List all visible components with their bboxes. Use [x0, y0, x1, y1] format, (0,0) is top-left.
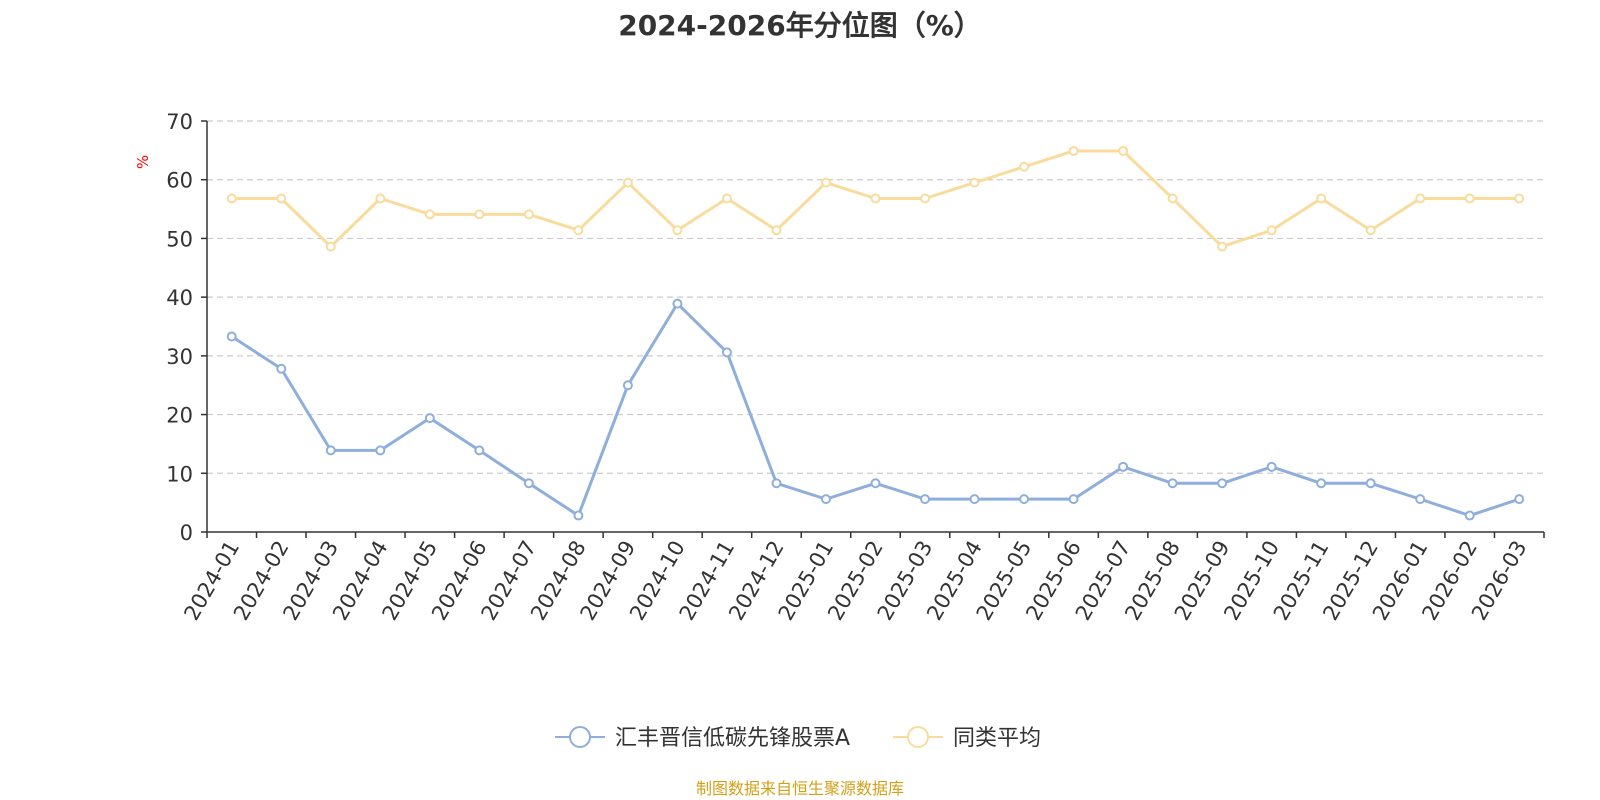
data-point — [1514, 494, 1525, 505]
data-point — [226, 331, 237, 342]
data-point — [375, 193, 386, 204]
y-tick-label: 50 — [166, 227, 193, 251]
data-point — [721, 347, 732, 358]
legend-swatch-marker — [907, 726, 929, 748]
data-point — [424, 413, 435, 424]
y-tick-label: 30 — [166, 345, 193, 369]
data-point — [1019, 494, 1030, 505]
data-point — [672, 298, 683, 309]
data-point — [969, 494, 980, 505]
legend-item: 同类平均 — [893, 726, 1041, 751]
y-axis-unit: % — [134, 155, 152, 169]
data-point — [969, 177, 980, 188]
data-point — [1167, 193, 1178, 204]
data-point — [820, 177, 831, 188]
data-point — [820, 494, 831, 505]
data-point — [1118, 461, 1129, 472]
data-point — [1217, 478, 1228, 489]
data-point — [771, 478, 782, 489]
series-lines — [226, 145, 1525, 521]
data-point — [573, 225, 584, 236]
grid-lines — [207, 120, 1544, 474]
data-point — [276, 363, 287, 374]
data-point — [721, 193, 732, 204]
data-point — [573, 510, 584, 521]
data-point — [870, 193, 881, 204]
y-tick-label: 10 — [166, 462, 193, 486]
legend-item: 汇丰晋信低碳先锋股票A — [555, 726, 850, 751]
data-point — [474, 445, 485, 456]
data-point — [1316, 478, 1327, 489]
y-tick-label: 20 — [166, 404, 193, 428]
y-tick-label: 70 — [166, 110, 193, 134]
y-tick-label: 60 — [166, 169, 193, 193]
data-point — [672, 225, 683, 236]
y-tick-label: 40 — [166, 286, 193, 310]
data-point — [1464, 193, 1475, 204]
data-point — [424, 209, 435, 220]
data-point — [523, 209, 534, 220]
data-point — [1514, 193, 1525, 204]
data-point — [1415, 193, 1426, 204]
data-point — [870, 478, 881, 489]
axes: % — [134, 120, 1545, 538]
series-1 — [226, 145, 1525, 252]
legend-label: 同类平均 — [953, 726, 1041, 751]
data-point — [1118, 145, 1129, 156]
y-tick-labels: 0 10 20 30 40 50 60 70 — [166, 110, 193, 545]
legend-label: 汇丰晋信低碳先锋股票A — [615, 726, 850, 751]
data-point — [375, 445, 386, 456]
data-point — [276, 193, 287, 204]
data-point — [325, 241, 336, 252]
data-point — [920, 193, 931, 204]
data-point — [771, 225, 782, 236]
data-point — [1266, 461, 1277, 472]
data-point — [622, 177, 633, 188]
data-point — [325, 445, 336, 456]
data-point — [474, 209, 485, 220]
data-point — [1365, 225, 1376, 236]
data-point — [1019, 161, 1030, 172]
data-point — [1266, 225, 1277, 236]
data-point — [1068, 145, 1079, 156]
legend: 汇丰晋信低碳先锋股票A 同类平均 — [555, 726, 1041, 751]
data-source-note: 制图数据来自恒生聚源数据库 — [695, 779, 904, 798]
data-point — [1167, 478, 1178, 489]
x-tick-labels: 2024-012024-022024-032024-042024-052024-… — [179, 537, 1531, 625]
data-point — [226, 193, 237, 204]
data-point — [1316, 193, 1327, 204]
data-point — [1365, 478, 1376, 489]
data-point — [622, 380, 633, 391]
data-point — [920, 494, 931, 505]
series-0 — [226, 298, 1525, 521]
data-point — [1415, 494, 1426, 505]
legend-swatch-marker — [569, 726, 591, 748]
data-point — [1464, 510, 1475, 521]
chart-title: 2024-2026年分位图（%） — [618, 9, 982, 42]
data-point — [523, 478, 534, 489]
data-point — [1217, 241, 1228, 252]
y-tick-label: 0 — [180, 521, 193, 545]
data-point — [1068, 494, 1079, 505]
